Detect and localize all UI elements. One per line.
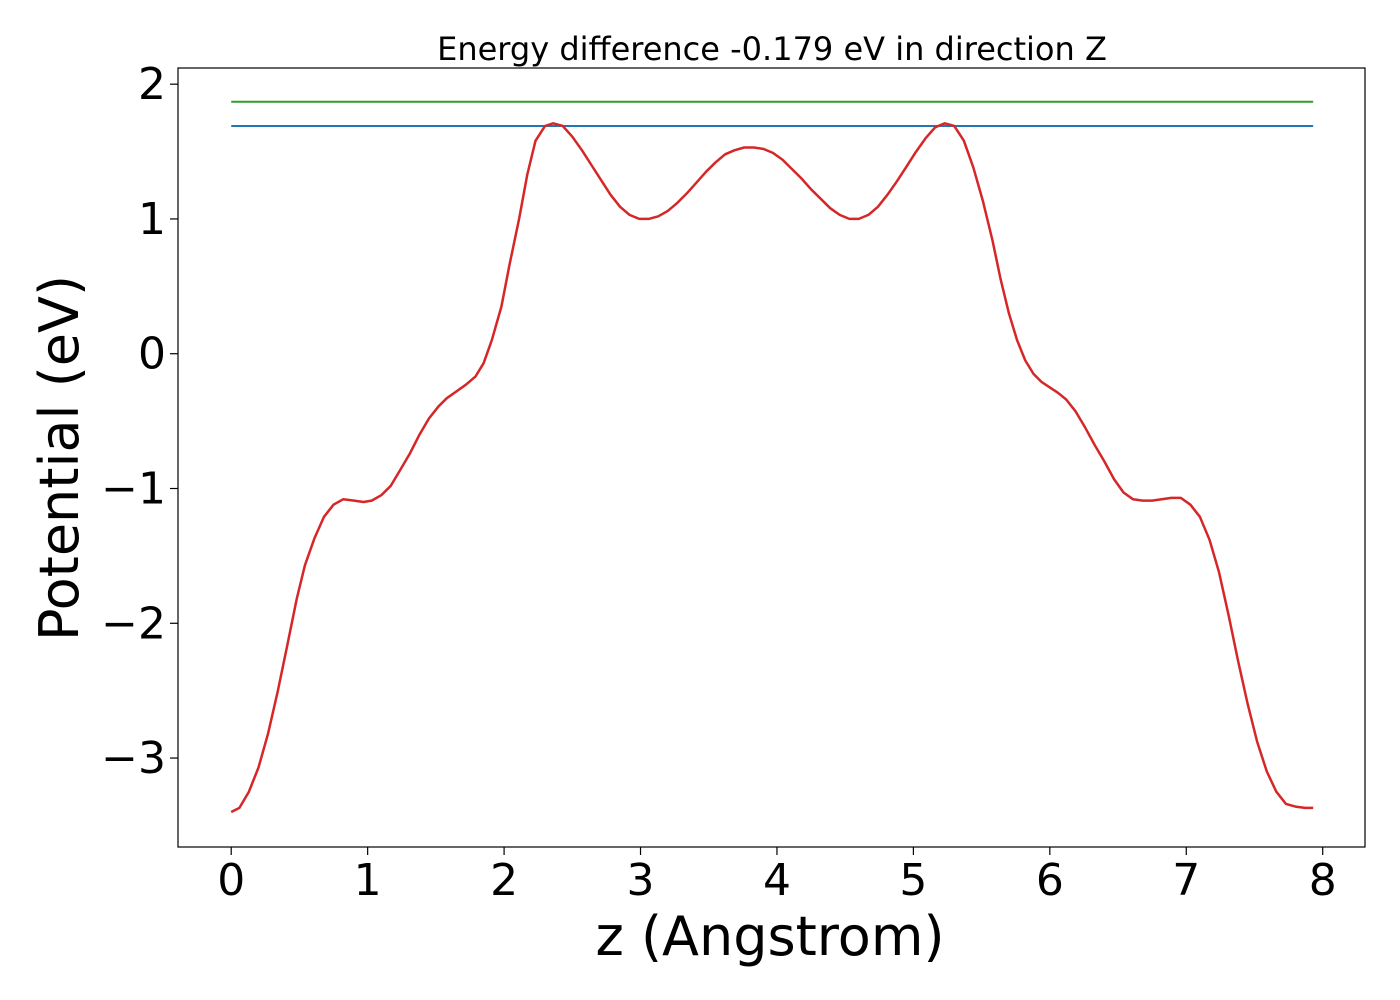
y-axis-ticks: −3 −2 −1 0 1 2: [101, 59, 178, 784]
y-tick-label: 1: [138, 194, 166, 245]
y-tick-label: −1: [101, 463, 166, 514]
y-tick-label: −2: [101, 598, 166, 649]
series-group: [230, 122, 1314, 814]
y-tick-label: 2: [138, 59, 166, 110]
x-tick-label: 0: [217, 855, 245, 906]
plot-area: 0 1 2 3 4 5 6 7 8 −3 −2 −1 0 1 2: [101, 59, 1366, 906]
potential-series-line: [230, 122, 1314, 814]
x-axis-label: z (Angstrom): [595, 905, 944, 968]
y-tick-label: −3: [101, 733, 166, 784]
x-tick-label: 2: [490, 855, 518, 906]
reference-lines: [231, 100, 1314, 127]
x-tick-label: 7: [1172, 855, 1200, 906]
x-tick-label: 6: [1036, 855, 1064, 906]
x-tick-label: 5: [899, 855, 927, 906]
x-tick-label: 1: [354, 855, 382, 906]
plot-frame: [177, 67, 1366, 848]
y-tick-label: 0: [138, 329, 166, 380]
x-tick-label: 3: [627, 855, 655, 906]
chart-title: Energy difference -0.179 eV in direction…: [437, 30, 1107, 68]
x-axis-ticks: 0 1 2 3 4 5 6 7 8: [217, 847, 1337, 906]
x-tick-label: 8: [1309, 855, 1337, 906]
x-tick-label: 4: [763, 855, 791, 906]
y-axis-label: Potential (eV): [28, 275, 91, 641]
